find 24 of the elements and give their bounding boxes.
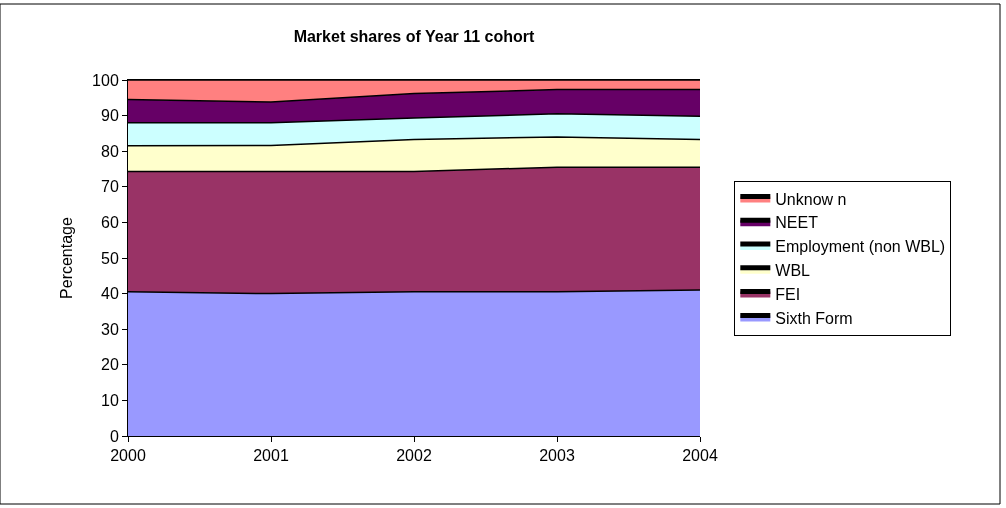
y-tick-label: 40 [101, 285, 119, 303]
y-tick-label: 60 [101, 214, 119, 231]
x-tick-label: 2003 [539, 447, 575, 465]
legend-label: WBL [775, 262, 811, 280]
x-tick-label: 2002 [396, 447, 432, 465]
y-tick-label: 80 [101, 142, 119, 160]
x-tick-label: 2004 [682, 447, 718, 465]
y-tick-label: 10 [101, 392, 119, 409]
y-tick-label: 100 [92, 71, 119, 89]
chart-title: Market shares of Year 11 cohort [293, 27, 536, 45]
x-tick-label: 2000 [110, 447, 146, 465]
y-tick-label: 90 [101, 107, 119, 125]
y-axis-title: Percentage [58, 216, 75, 299]
legend-label: Unknow n [775, 190, 847, 208]
y-tick-label: 30 [101, 320, 119, 338]
legend-label: FEI [775, 285, 801, 303]
y-tick-label: 0 [109, 427, 119, 445]
x-tick-label: 2001 [253, 447, 289, 465]
y-tick-label: 70 [101, 178, 119, 196]
legend-label: Employment (non WBL) [775, 238, 946, 256]
legend-label: NEET [775, 214, 819, 232]
y-tick-label: 20 [101, 356, 119, 374]
legend-label: Sixth Form [775, 309, 853, 327]
y-tick-label: 50 [101, 249, 119, 267]
